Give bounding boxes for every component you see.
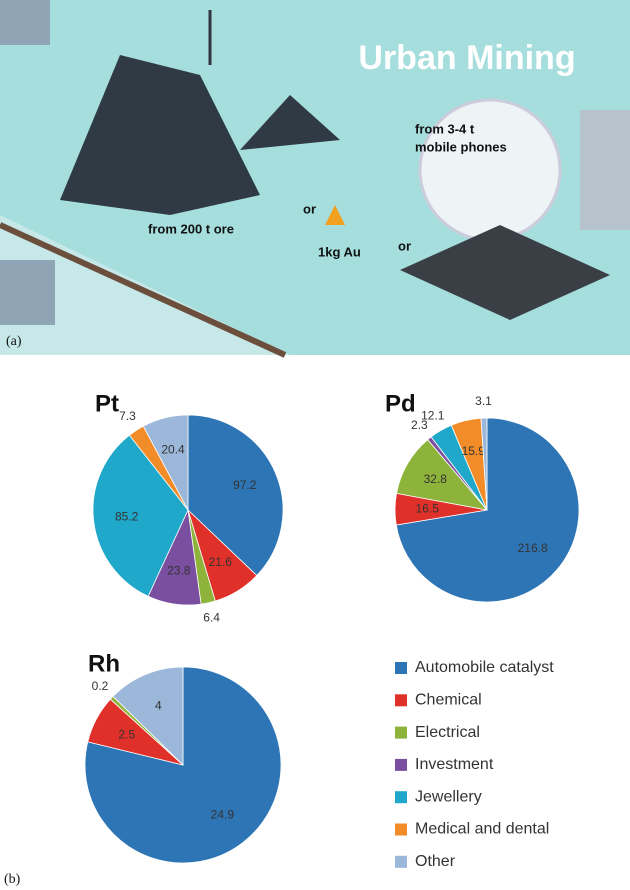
value-label: 12.1	[421, 409, 445, 423]
or-label: or	[398, 238, 411, 253]
chart-title: Pt	[95, 390, 119, 417]
legend-swatch	[395, 855, 407, 868]
value-label: 23.8	[167, 563, 191, 577]
value-label: 216.8	[518, 541, 548, 555]
illustration: Urban Mining from 3-4 t mobile phones fr…	[0, 0, 630, 358]
value-label: 85.2	[115, 509, 139, 523]
value-label: 16.5	[416, 502, 440, 516]
building	[0, 0, 50, 45]
legend-label: Chemical	[415, 692, 482, 709]
ground	[0, 215, 290, 355]
value-label: 0.2	[92, 679, 109, 693]
phones-label: mobile phones	[415, 139, 507, 154]
value-label: 24.9	[211, 807, 235, 821]
legend-label: Other	[415, 853, 456, 870]
legend-label: Jewellery	[415, 788, 482, 805]
panel-label: (a)	[6, 334, 22, 349]
ore-pile	[60, 55, 260, 215]
chart-title: Pd	[385, 390, 416, 417]
pie-slice	[92, 434, 189, 597]
value-label: 15.9	[462, 444, 486, 458]
legend-swatch	[395, 694, 407, 707]
legend-swatch	[395, 758, 407, 771]
legend-label: Automobile catalyst	[415, 659, 554, 676]
gold-pile	[325, 205, 345, 225]
legend-swatch	[395, 823, 407, 836]
legend-label: Medical and dental	[415, 821, 549, 838]
value-label: 6.4	[203, 611, 220, 625]
value-label: 7.3	[119, 409, 136, 423]
phones-label: from 3-4 t	[415, 121, 475, 136]
chart-title: Rh	[88, 650, 120, 677]
illustration-title: Urban Mining	[358, 39, 575, 77]
pie-slice	[142, 414, 189, 511]
ore-pile-small	[240, 95, 340, 150]
value-label: 21.6	[209, 555, 233, 569]
value-label: 4	[155, 698, 162, 712]
legend-swatch	[395, 791, 407, 804]
gold-label: 1kg Au	[318, 244, 361, 259]
pie-slice	[84, 666, 282, 864]
legend-swatch	[395, 662, 407, 674]
panel-label: (b)	[4, 872, 21, 887]
pie-slice	[112, 666, 184, 766]
legend-label: Investment	[415, 756, 494, 773]
value-label: 2.5	[118, 727, 135, 741]
pie-slice	[187, 414, 284, 577]
value-label: 32.8	[424, 472, 448, 486]
pie-slice	[395, 417, 580, 603]
value-label: 2.3	[411, 418, 428, 432]
ore-label: from 200 t ore	[148, 221, 234, 236]
value-label: 3.1	[475, 394, 492, 408]
value-label: 97.2	[233, 478, 257, 492]
rail	[0, 222, 287, 358]
building	[0, 260, 55, 325]
phones-grid	[400, 225, 610, 320]
legend-swatch	[395, 726, 407, 739]
building	[580, 110, 630, 230]
value-label: 20.4	[161, 442, 185, 456]
or-label: or	[303, 201, 316, 216]
pie-slice	[480, 417, 488, 511]
legend-label: Electrical	[415, 724, 480, 741]
